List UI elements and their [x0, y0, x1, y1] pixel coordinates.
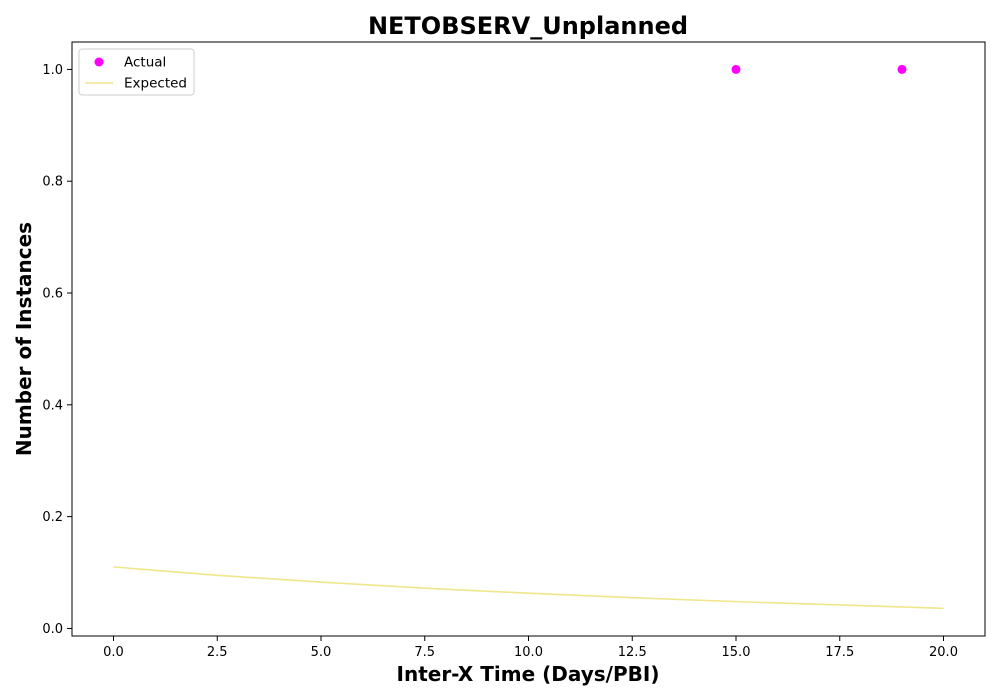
legend-swatch-actual [94, 57, 104, 67]
y-tick-label: 0.8 [42, 175, 63, 190]
y-axis-label: Number of Instances [12, 222, 36, 456]
legend-label: Actual [124, 55, 166, 71]
chart-title: NETOBSERV_Unplanned [368, 12, 688, 40]
x-tick-label: 2.5 [207, 645, 228, 660]
x-tick-label: 5.0 [311, 645, 332, 660]
data-point-actual-1 [897, 64, 907, 74]
x-tick-label: 0.0 [103, 645, 124, 660]
y-tick-label: 0.6 [42, 287, 63, 302]
plot-frame [71, 41, 986, 637]
x-tick-label: 15.0 [722, 645, 751, 660]
legend-label: Expected [124, 76, 187, 92]
axes: 0.0 2.5 5.0 7.5 10.0 12.5 15.0 17.5 20.0 0.0 0.2 0.… [42, 41, 986, 660]
x-tick-label: 20.0 [929, 645, 958, 660]
x-tick-label: 12.5 [618, 645, 647, 660]
data-point-actual-0 [731, 64, 741, 74]
x-tick-label: 7.5 [414, 645, 435, 660]
x-tick-label: 10.0 [514, 645, 543, 660]
y-tick-label: 1.0 [42, 63, 63, 78]
plot-area [113, 64, 944, 610]
legend: Actual Expected [78, 48, 195, 96]
y-tick-label: 0.0 [42, 622, 63, 637]
y-tick-label: 0.2 [42, 510, 63, 525]
x-axis-label: Inter-X Time (Days/PBI) [397, 662, 660, 686]
x-tick-label: 17.5 [825, 645, 854, 660]
series-line-expected [113, 566, 944, 610]
y-tick-label: 0.4 [42, 398, 63, 413]
